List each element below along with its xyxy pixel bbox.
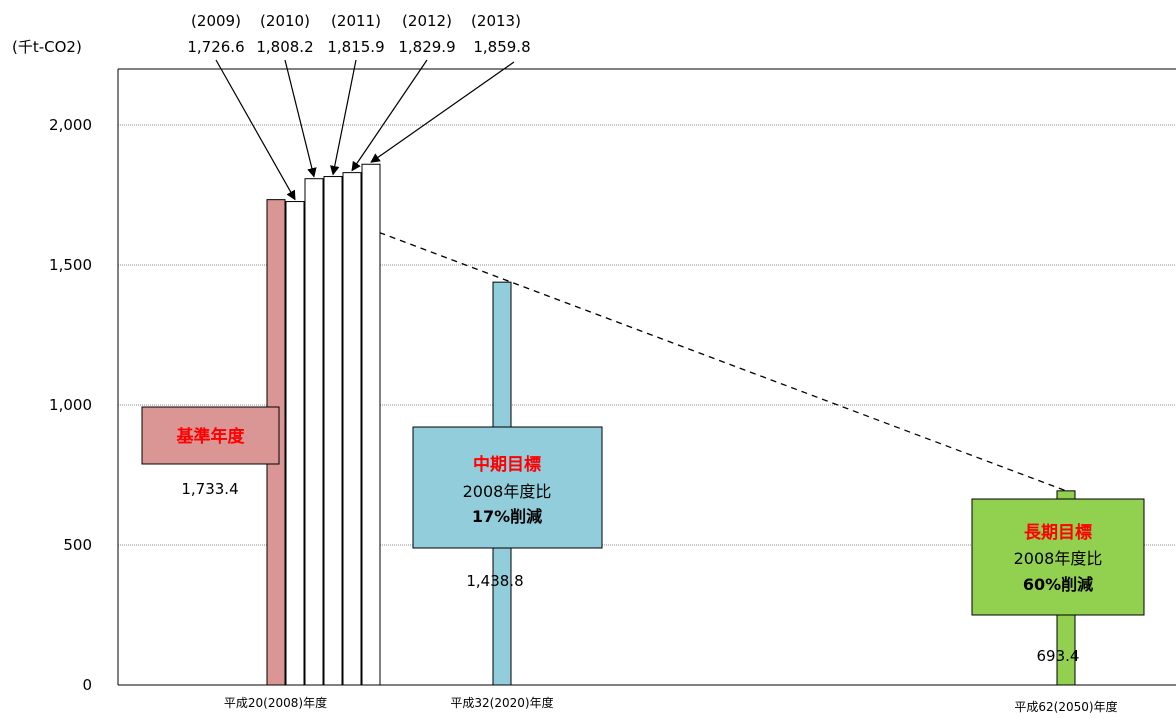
bar-y2011 [323,176,343,686]
base-year-box: 基準年度 [141,406,280,465]
mid-target-box: 中期目標 2008年度比 17%削減 [412,426,603,549]
y-axis-ticks: 0 500 1,000 1,500 2,000 [49,116,92,694]
arrows [215,59,515,201]
value-label-y2012: 1,829.9 [398,38,455,56]
y-tick-label-1500: 1,500 [49,256,92,274]
mid-target-box-title: 中期目標 [473,454,541,475]
y-tick-label-2000: 2,000 [49,116,92,134]
bar-y2013 [361,163,381,686]
long-target-box-line2: 2008年度比 [1014,549,1103,568]
value-label-y2009: 1,726.6 [187,38,244,56]
trend-line-layer [296,200,1067,492]
bars [266,163,1076,686]
value-label-y2013: 1,859.8 [473,38,530,56]
year-annotations: (2009) 1,726.6 (2010) 1,808.2 (2011) 1,815.9 (… [187,12,530,56]
mid-target-box-bg [412,426,603,549]
mid-target-box-line2: 2008年度比 [463,482,552,501]
x-category-label-0: 平成20(2008)年度 [224,695,327,710]
mid-target-box-line3: 17%削減 [472,507,542,526]
y-axis-unit: (千t-CO2) [12,38,82,56]
value-label-2020: 1,438.8 [466,572,523,590]
x-axis-labels: 平成20(2008)年度 平成32(2020)年度 平成62(2050)年度 [224,695,1118,714]
y-tick-label-500: 500 [63,536,92,554]
base-year-box-title: 基準年度 [176,426,246,447]
arrow-y2013 [370,61,515,163]
value-label-y2010: 1,808.2 [256,38,313,56]
year-label-y2013: (2013) [471,12,521,30]
bar-y2010 [304,178,324,686]
long-target-box-line3: 60%削減 [1023,575,1093,594]
trend-line [296,200,1067,492]
year-label-y2012: (2012) [402,12,452,30]
bar-y2012 [342,172,362,686]
base-year-box-bg [141,406,280,465]
arrow-y2011 [329,59,357,176]
year-label-y2011: (2011) [331,12,381,30]
y-tick-label-0: 0 [82,676,92,694]
arrow-y2012 [351,59,428,172]
long-target-box-bg [971,498,1145,616]
x-category-label-1: 平成32(2020)年度 [450,695,553,710]
long-target-box: 長期目標 2008年度比 60%削減 [971,498,1145,616]
arrow-y2009 [215,59,296,201]
year-label-y2009: (2009) [191,12,241,30]
long-target-box-title: 長期目標 [1024,522,1092,543]
value-label-y2011: 1,815.9 [327,38,384,56]
year-label-y2010: (2010) [260,12,310,30]
x-category-label-2: 平成62(2050)年度 [1014,699,1117,714]
value-label-2050: 693.4 [1037,647,1080,665]
value-label-2008: 1,733.4 [181,480,238,498]
arrow-y2010 [284,59,317,178]
y-tick-label-1000: 1,000 [49,396,92,414]
bar-y2009 [285,201,305,686]
